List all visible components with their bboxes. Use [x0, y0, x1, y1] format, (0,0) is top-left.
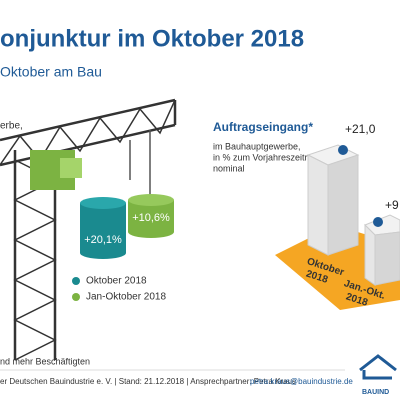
legend-label: Oktober 2018 — [86, 276, 147, 287]
paper-stack — [364, 214, 400, 286]
weight-label: +10,6% — [132, 212, 170, 224]
title: onjunktur im Oktober 2018 — [0, 25, 304, 52]
weight-label: +20,1% — [84, 234, 122, 246]
left-note: erbe, — [0, 121, 23, 132]
footer-email: petra.kraus@bauindustrie.de — [250, 377, 353, 386]
paper-stack — [306, 144, 360, 256]
right-desc: im Bauhauptgewerbe, — [213, 141, 301, 151]
legend-dot — [72, 293, 80, 301]
bottom-note: nd mehr Beschäftigten — [0, 356, 90, 366]
right-title: Auftragseingang* — [213, 120, 313, 134]
legend-label: Jan-Oktober 2018 — [86, 292, 166, 303]
weight-teal — [80, 197, 126, 259]
legend-dot — [72, 277, 80, 285]
logo-icon — [359, 354, 397, 380]
stack-icon — [338, 145, 348, 155]
footer-text: er Deutschen Bauindustrie e. V. | Stand:… — [0, 377, 296, 386]
logo-text: BAUIND — [362, 389, 389, 396]
subtitle: Oktober am Bau — [0, 64, 102, 80]
stack-label: +9 — [385, 198, 399, 212]
stack-icon — [373, 217, 383, 227]
right-desc: in % zum Vorjahreszeitraum, — [213, 152, 328, 162]
right-desc: nominal — [213, 163, 245, 173]
stack-label: +21,0 — [345, 122, 376, 136]
weight-green — [128, 194, 174, 238]
cabin-window — [60, 158, 82, 178]
